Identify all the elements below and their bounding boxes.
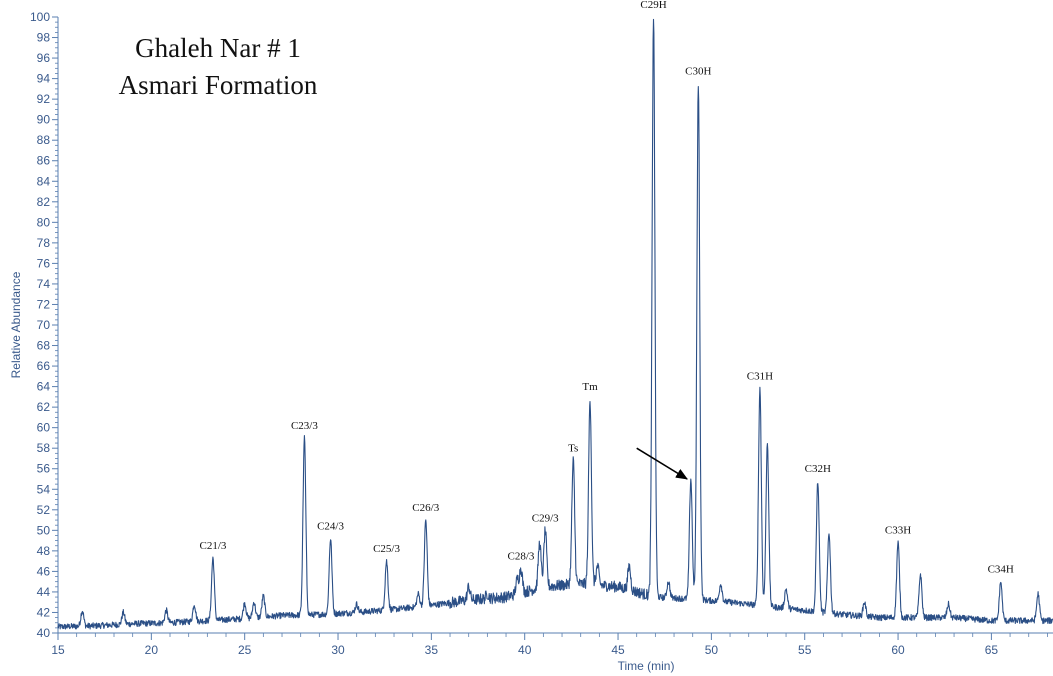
y-tick-label: 100 [30,10,50,24]
y-tick-label: 48 [37,544,51,558]
y-tick-label: 42 [37,605,51,619]
y-tick-label: 64 [37,380,51,394]
y-tick-label: 66 [37,359,51,373]
x-tick-label: 45 [611,643,625,657]
peak-label: C30H [685,66,711,78]
y-tick-label: 72 [37,297,51,311]
peak-label: C29H [640,0,666,11]
y-tick-label: 94 [37,72,51,86]
x-axis: 15 20 25 30 35 40 45 50 55 60 65 [51,632,1053,657]
y-tick-label: 68 [37,339,51,353]
x-tick-label: 50 [705,643,719,657]
peak-label: C33H [885,525,911,537]
peak-label: Ts [568,443,578,455]
peak-label: C28/3 [508,550,535,562]
y-tick-label: 76 [37,256,51,270]
peak-label: C24/3 [317,521,344,533]
y-tick-label: 80 [37,215,51,229]
y-tick-label: 54 [37,482,51,496]
peak-label: C29/3 [532,512,559,524]
x-tick-label: 40 [518,643,532,657]
peak-label: C25/3 [373,543,400,555]
y-tick-label: 60 [37,421,51,435]
y-tick-label: 62 [37,400,51,414]
y-tick-label: 82 [37,195,51,209]
annotation-well-name: Ghaleh Nar # 1 [135,33,301,63]
y-axis-title: Relative Abundance [9,271,23,378]
y-tick-label: 92 [37,92,51,106]
y-tick-label: 96 [37,51,51,65]
y-ticks: 40 42 44 46 48 50 52 54 56 58 60 62 64 66 68 70 72 74 76 78… [30,10,58,640]
y-tick-label: 86 [37,154,51,168]
y-tick-label: 58 [37,441,51,455]
y-tick-label: 46 [37,564,51,578]
y-tick-label: 84 [37,174,51,188]
peak-label: C21/3 [199,540,226,552]
x-tick-label: 65 [985,643,999,657]
x-tick-label: 15 [51,643,65,657]
y-tick-label: 98 [37,31,51,45]
y-axis: 40 42 44 46 48 50 52 54 56 58 60 62 64 66 68 70 72 74 76 78… [30,10,59,640]
peak-label: C31H [747,371,773,383]
peak-label: C26/3 [412,502,439,514]
y-tick-label: 90 [37,113,51,127]
chromatogram-trace [57,18,1053,630]
peak-label: C32H [805,463,831,475]
peak-label: C34H [988,564,1014,576]
x-tick-label: 60 [891,643,905,657]
peak-label: C23/3 [291,420,318,432]
annotation-arrow [636,447,688,480]
x-tick-label: 20 [145,643,159,657]
y-tick-label: 70 [37,318,51,332]
annotation-formation-name: Asmari Formation [119,70,318,100]
y-tick-label: 44 [37,585,51,599]
peak-labels: C21/3 C23/3 C24/3 C25/3 C26/3 C28/3 C29/3 Ts Tm C… [199,0,1013,576]
y-tick-label: 52 [37,503,51,517]
x-tick-label: 30 [331,643,345,657]
y-tick-label: 88 [37,133,51,147]
x-ticks: 15 20 25 30 35 40 45 50 55 60 65 [51,633,1048,657]
y-tick-label: 74 [37,277,51,291]
x-tick-label: 25 [238,643,252,657]
y-tick-label: 56 [37,462,51,476]
peak-label: Tm [582,381,598,393]
y-tick-label: 78 [37,236,51,250]
x-tick-label: 55 [798,643,812,657]
y-tick-label: 40 [37,626,51,640]
x-axis-title: Time (min) [618,659,675,673]
y-tick-label: 50 [37,523,51,537]
x-tick-label: 35 [425,643,439,657]
